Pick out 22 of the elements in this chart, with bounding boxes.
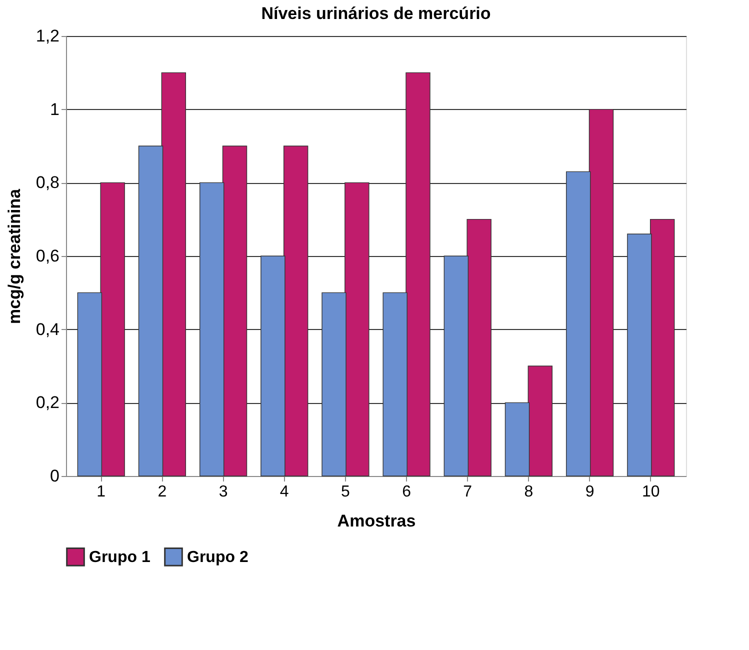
y-tick-label: 0,6	[36, 246, 60, 266]
x-tick-label: 3	[218, 484, 228, 500]
x-axis-title: Amostras	[337, 512, 416, 530]
x-tick-label: 6	[402, 484, 412, 500]
x-tick-label: 10	[642, 484, 660, 500]
x-tick-label: 2	[158, 484, 167, 500]
legend-label: Grupo 2	[187, 548, 248, 566]
y-tick-label: 1,2	[36, 26, 60, 46]
chart-title: Níveis urinários de mercúrio	[261, 4, 491, 23]
y-tick-label: 0,8	[36, 173, 60, 192]
x-tick-label: 4	[280, 484, 289, 500]
y-tick-label: 0	[50, 466, 60, 486]
legend-label: Grupo 1	[89, 548, 150, 566]
x-tick-label: 1	[96, 484, 106, 500]
x-tick-label: 9	[585, 484, 594, 500]
y-tick-label: 0,2	[36, 393, 60, 412]
x-tick-label: 5	[341, 484, 350, 500]
x-tick-label: 7	[463, 484, 472, 500]
y-axis-title: mcg/g creatinina	[4, 188, 24, 324]
x-tick-label: 8	[524, 484, 534, 500]
y-tick-label: 1	[50, 100, 60, 119]
y-tick-label: 0,4	[36, 320, 60, 339]
